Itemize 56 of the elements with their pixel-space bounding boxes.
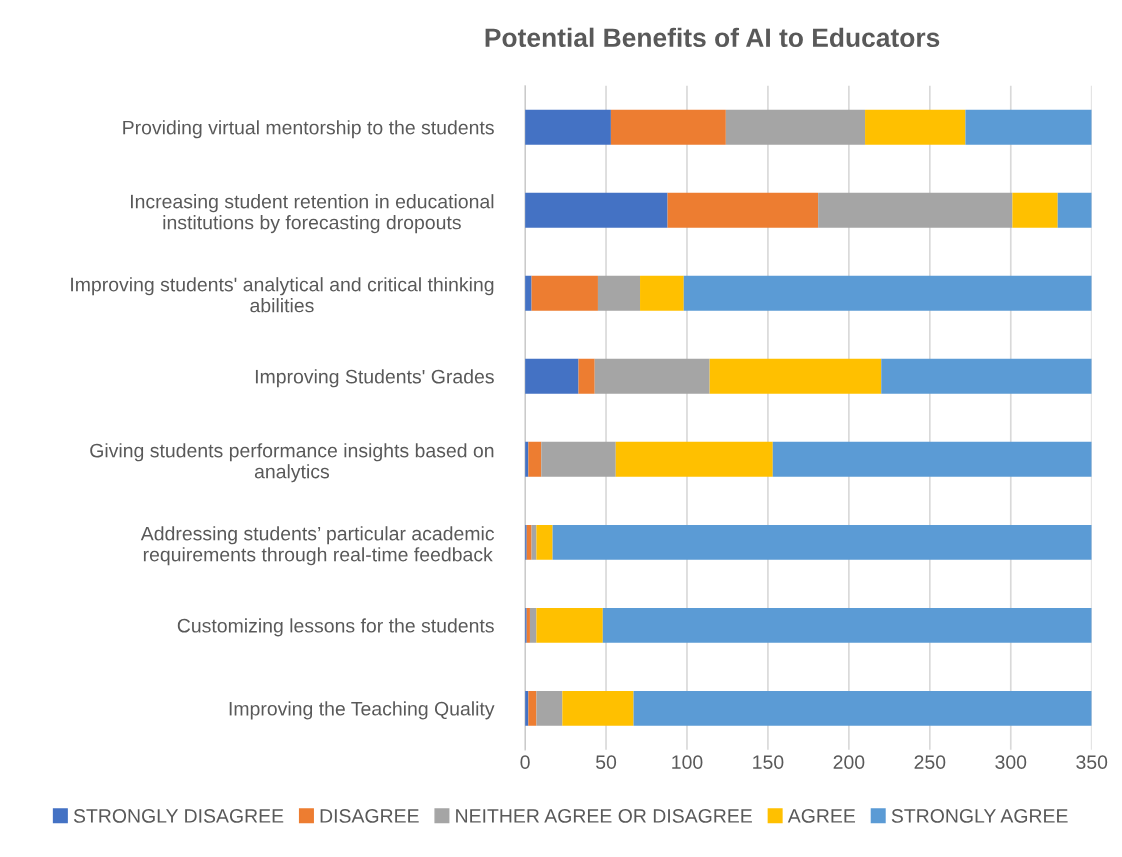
- bar: [536, 607, 603, 643]
- bar: [526, 524, 532, 560]
- bar: [562, 690, 634, 726]
- bar: [525, 275, 532, 311]
- bar: [552, 524, 1092, 560]
- bar: [525, 109, 611, 145]
- bar: [597, 275, 641, 311]
- bar: [683, 275, 1092, 311]
- bar: [709, 358, 882, 394]
- bar: [965, 109, 1092, 145]
- x-tick-label: 0: [520, 755, 530, 770]
- bar: [818, 192, 1013, 228]
- bar: [1057, 192, 1092, 228]
- y-tick-label: Improving Students' Grades: [255, 369, 494, 388]
- x-tick-label: 300: [995, 755, 1027, 770]
- legend-label: AGREE: [787, 809, 856, 823]
- y-tick-label: Increasing student retention in educational institutions by forecasting dropouts: [130, 194, 494, 234]
- y-tick-label: Improving the Teaching Quality: [229, 701, 495, 720]
- legend-label: STRONGLY DISAGREE: [73, 809, 284, 823]
- legend-label: STRONGLY AGREE: [891, 809, 1068, 823]
- legend-label: DISAGREE: [320, 809, 419, 823]
- x-tick-label: 150: [753, 755, 784, 770]
- y-tick-label: Addressing students’ particular academic requirements through real-time feedback: [140, 526, 495, 566]
- bar: [529, 607, 537, 643]
- bar: [1012, 192, 1058, 228]
- x-tick-label: 250: [914, 755, 946, 770]
- x-tick-label: 200: [833, 755, 865, 770]
- bar: [536, 690, 563, 726]
- x-tick-label: 50: [596, 755, 617, 770]
- bar: [633, 690, 1092, 726]
- bar: [525, 358, 579, 394]
- bar: [525, 192, 668, 228]
- bar: [772, 441, 1092, 477]
- bar: [528, 690, 537, 726]
- bar: [536, 524, 553, 560]
- chart-title: Potential Benefits of AI to Educators: [485, 27, 940, 48]
- bar: [541, 441, 616, 477]
- bar: [578, 358, 595, 394]
- bar: [667, 192, 819, 228]
- bar: [881, 358, 1092, 394]
- bar: [602, 607, 1092, 643]
- bar: [640, 275, 684, 311]
- bar: [528, 441, 542, 477]
- bar: [725, 109, 866, 145]
- x-tick-label: 350: [1076, 755, 1108, 770]
- y-tick-label: Providing virtual mentorship to the students: [123, 120, 494, 139]
- y-tick-label: Giving students performance insights based on analytics: [90, 443, 494, 483]
- bar: [610, 109, 726, 145]
- x-tick-label: 100: [672, 755, 703, 770]
- bar: [615, 441, 773, 477]
- bar: [594, 358, 710, 394]
- y-tick-label: Improving students' analytical and critical thinking abilities: [71, 277, 494, 313]
- bar: [865, 109, 966, 145]
- y-tick-label: Customizing lessons for the students: [177, 618, 494, 637]
- bar: [531, 275, 598, 311]
- legend-label: NEITHER AGREE OR DISAGREE: [456, 809, 752, 823]
